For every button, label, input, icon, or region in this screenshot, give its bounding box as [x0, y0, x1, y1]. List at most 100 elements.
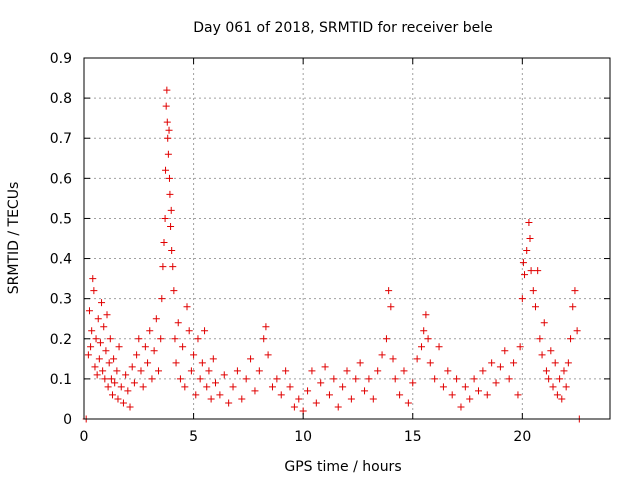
y-tick-label: 0.2 [50, 332, 72, 348]
data-point [534, 267, 542, 275]
data-point [100, 323, 108, 331]
data-point [312, 399, 320, 407]
data-point [361, 387, 369, 395]
data-point [556, 375, 564, 383]
data-point [122, 371, 130, 379]
data-point [538, 351, 546, 359]
data-point [519, 259, 527, 267]
data-point [483, 391, 491, 399]
data-point [418, 343, 426, 351]
data-point [87, 343, 95, 351]
data-point [89, 275, 97, 283]
data-point [135, 335, 143, 343]
y-tick-label: 0.6 [50, 171, 72, 187]
data-point [352, 375, 360, 383]
data-point [461, 383, 469, 391]
data-point [160, 239, 168, 247]
y-tick-label: 0 [63, 412, 72, 428]
data-point [84, 351, 92, 359]
data-point [396, 391, 404, 399]
data-point [531, 303, 539, 311]
data-point [212, 379, 219, 387]
data-point [167, 222, 175, 230]
data-point [198, 359, 206, 367]
data-point [547, 347, 555, 355]
data-point [164, 134, 172, 142]
data-point [255, 367, 263, 375]
data-point [114, 395, 122, 403]
data-point [413, 355, 421, 363]
data-point [526, 235, 534, 242]
data-point [308, 367, 316, 375]
data-point [115, 343, 123, 351]
data-point [233, 367, 241, 375]
x-tick-label: 20 [513, 429, 531, 445]
data-point [251, 387, 259, 395]
data-points [82, 86, 583, 423]
data-point [203, 383, 211, 391]
data-point [130, 379, 138, 387]
data-point [137, 367, 145, 375]
data-point [88, 327, 96, 335]
data-point [205, 367, 213, 375]
data-point [317, 379, 325, 387]
data-point [404, 399, 412, 407]
x-tick-label: 15 [404, 429, 422, 445]
data-point [431, 375, 439, 383]
data-point [470, 375, 478, 383]
data-point [106, 335, 114, 343]
data-point [166, 190, 174, 198]
y-tick-label: 0.7 [50, 131, 72, 147]
data-point [144, 359, 152, 367]
data-point [158, 295, 166, 303]
data-point [439, 383, 447, 391]
data-point [102, 347, 110, 355]
data-point [155, 367, 163, 375]
data-point [201, 327, 209, 335]
data-point [207, 395, 215, 403]
data-point [435, 343, 443, 351]
y-tick-label: 0.1 [50, 372, 72, 388]
y-tick-label: 0.9 [50, 51, 72, 67]
data-point [99, 367, 107, 375]
data-point [238, 395, 246, 403]
data-point [98, 299, 106, 307]
data-point [183, 303, 191, 311]
data-point [196, 375, 204, 383]
data-point [209, 355, 217, 363]
data-point [167, 206, 175, 214]
data-point [242, 375, 250, 383]
data-point [444, 367, 452, 375]
data-point [523, 247, 531, 255]
data-point [571, 287, 579, 295]
data-point [220, 371, 228, 379]
data-point [573, 327, 581, 335]
data-point [339, 383, 347, 391]
data-point [347, 395, 355, 403]
data-point [163, 118, 171, 126]
data-point [492, 379, 500, 387]
data-point [119, 399, 127, 407]
data-point [172, 359, 180, 367]
data-point [110, 355, 118, 363]
data-point [194, 335, 202, 343]
data-point [453, 375, 461, 383]
data-point [268, 383, 276, 391]
data-point [157, 335, 165, 343]
y-tick-label: 0.4 [50, 252, 72, 268]
data-point [103, 311, 111, 319]
data-point [385, 287, 393, 295]
data-point [150, 347, 158, 355]
data-point [304, 387, 312, 395]
data-point [422, 311, 430, 319]
data-point [545, 375, 553, 383]
data-point [94, 315, 102, 323]
data-point [117, 383, 125, 391]
data-point [356, 359, 364, 367]
data-point [107, 375, 115, 383]
data-point [216, 391, 224, 399]
data-point [290, 403, 298, 411]
data-point [229, 383, 237, 391]
